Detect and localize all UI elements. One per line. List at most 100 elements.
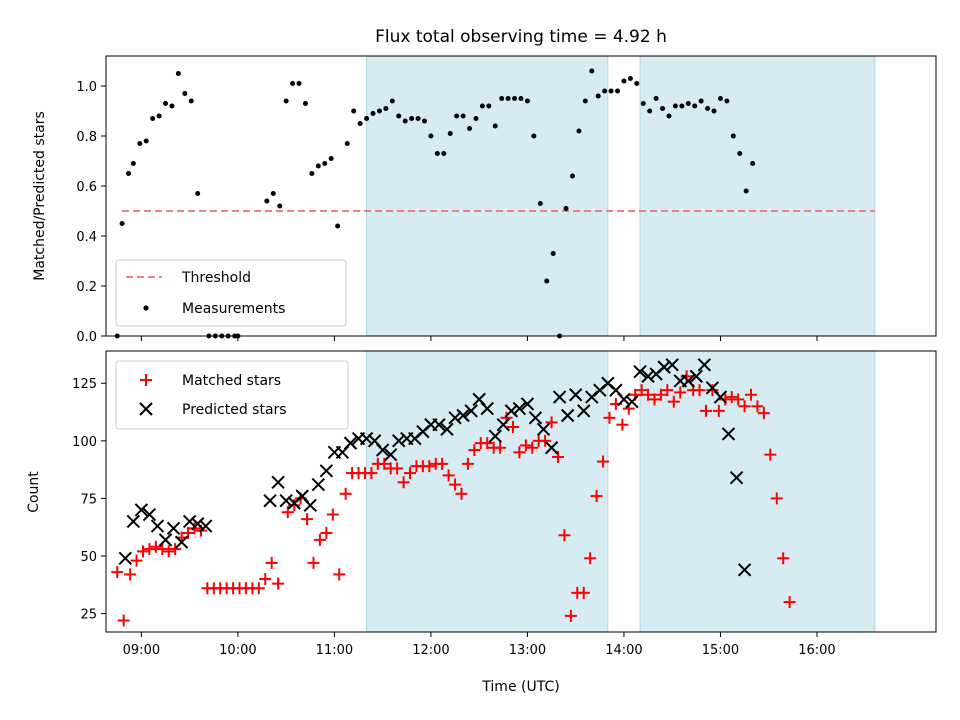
bottom-shaded-regions (366, 350, 876, 633)
measurements-series (114, 68, 756, 339)
matched-stars-point (770, 492, 783, 505)
predicted-stars-point (448, 411, 462, 425)
predicted-stars-point (303, 498, 317, 513)
predicted-stars-point (689, 369, 704, 384)
x-tick-label: 12:00 (412, 643, 449, 658)
predicted-stars-point (657, 360, 671, 374)
measurements-point (335, 223, 341, 229)
measurements-point (743, 188, 749, 194)
matched-stars-point (156, 543, 169, 556)
matched-stars-point (642, 388, 655, 401)
matched-stars-point (597, 455, 610, 468)
predicted-stars-point (512, 401, 527, 416)
predicted-stars-point (552, 390, 567, 404)
measurements-point (685, 101, 691, 106)
measurements-point (524, 98, 530, 104)
measurements-point (119, 221, 125, 226)
matched-stars-series (111, 370, 796, 627)
matched-stars-point (143, 543, 156, 556)
measurements-point (389, 98, 395, 104)
matched-stars-point (468, 444, 481, 457)
measurements-point (692, 103, 698, 109)
predicted-stars-point (665, 358, 679, 372)
matched-stars-point (436, 457, 449, 470)
predicted-stars-point (392, 434, 406, 448)
predicted-legend-label: Predicted stars (182, 402, 287, 418)
measurements-point (615, 88, 621, 94)
matched-stars-point (545, 416, 558, 429)
measurements-point (737, 151, 743, 156)
measurements-point (569, 173, 575, 179)
bottom-y-tick-label: 25 (80, 608, 97, 623)
matched-stars-point (320, 526, 333, 539)
predicted-stars-point (432, 417, 446, 432)
matched-stars-point (124, 568, 137, 581)
top-y-tick-label: 0.4 (76, 230, 97, 245)
x-tick-label: 09:00 (123, 643, 160, 658)
chart-title: Flux total observing time = 4.92 h (375, 27, 667, 47)
measurements-point (479, 103, 485, 109)
predicted-stars-point (536, 422, 551, 437)
predicted-stars-point (504, 404, 519, 418)
bottom-plot-frame (105, 350, 937, 633)
bottom-shaded-interval-1 (366, 350, 609, 633)
bottom-y-tick-label: 75 (80, 492, 97, 507)
measurements-point (550, 251, 556, 256)
predicted-stars-point (633, 365, 647, 379)
top-y-tick-label: 0.8 (76, 130, 97, 145)
x-tick-label: 16:00 (798, 643, 835, 658)
predicted-stars-point (681, 374, 695, 388)
matched-legend-marker (140, 374, 152, 386)
matched-stars-point (313, 533, 326, 546)
measurements-point (672, 103, 678, 109)
measurements-point (512, 96, 518, 101)
matched-stars-point (519, 439, 532, 452)
predicted-stars-point (544, 441, 559, 455)
predicted-stars-point (118, 551, 133, 566)
measurements-point (460, 113, 466, 119)
measurements-point (447, 131, 453, 136)
measurements-point (302, 101, 308, 106)
matched-stars-point (648, 393, 661, 406)
measurements-point (396, 113, 402, 119)
matched-stars-point (111, 566, 124, 579)
predicted-stars-point (199, 519, 213, 533)
top-panel: 0.0 0.2 0.4 0.6 0.8 1.0 Matched/Predicted sta… (32, 55, 937, 345)
measurements-point (608, 88, 614, 94)
predicted-stars-point (158, 533, 173, 547)
matched-stars-point (725, 391, 738, 404)
matched-stars-point (558, 529, 571, 542)
measurements-point (724, 98, 730, 104)
matched-stars-point (169, 543, 182, 556)
matched-stars-point (404, 467, 417, 480)
matched-stars-point (751, 400, 764, 413)
measurements-point (441, 151, 447, 156)
predicted-stars-point (182, 514, 197, 529)
measurements-point (383, 106, 389, 111)
matched-stars-point (693, 384, 706, 397)
x-tick-label: 15:00 (702, 643, 739, 658)
measurements-point (505, 96, 511, 101)
measurements-legend-marker (143, 305, 149, 311)
measurements-point (467, 126, 473, 131)
matched-stars-point (130, 554, 143, 567)
measurements-point (421, 118, 427, 124)
predicted-stars-point (464, 404, 478, 418)
predicted-stars-point (488, 429, 502, 443)
measurements-point (322, 161, 328, 166)
predicted-stars-point (384, 447, 398, 462)
bottom-y-axis: 25 50 75 100 125 (72, 377, 106, 623)
measurements-point (640, 101, 646, 106)
matched-stars-point (117, 614, 130, 627)
matched-stars-point (365, 467, 378, 480)
matched-stars-point (738, 400, 751, 413)
matched-stars-point (149, 540, 162, 553)
matched-stars-point (513, 446, 526, 459)
measurements-point (364, 116, 370, 121)
predicted-stars-point (560, 408, 575, 423)
measurements-point (169, 103, 175, 109)
bottom-legend-box (115, 360, 349, 430)
matched-stars-point (265, 556, 278, 569)
measurements-point (582, 98, 588, 104)
